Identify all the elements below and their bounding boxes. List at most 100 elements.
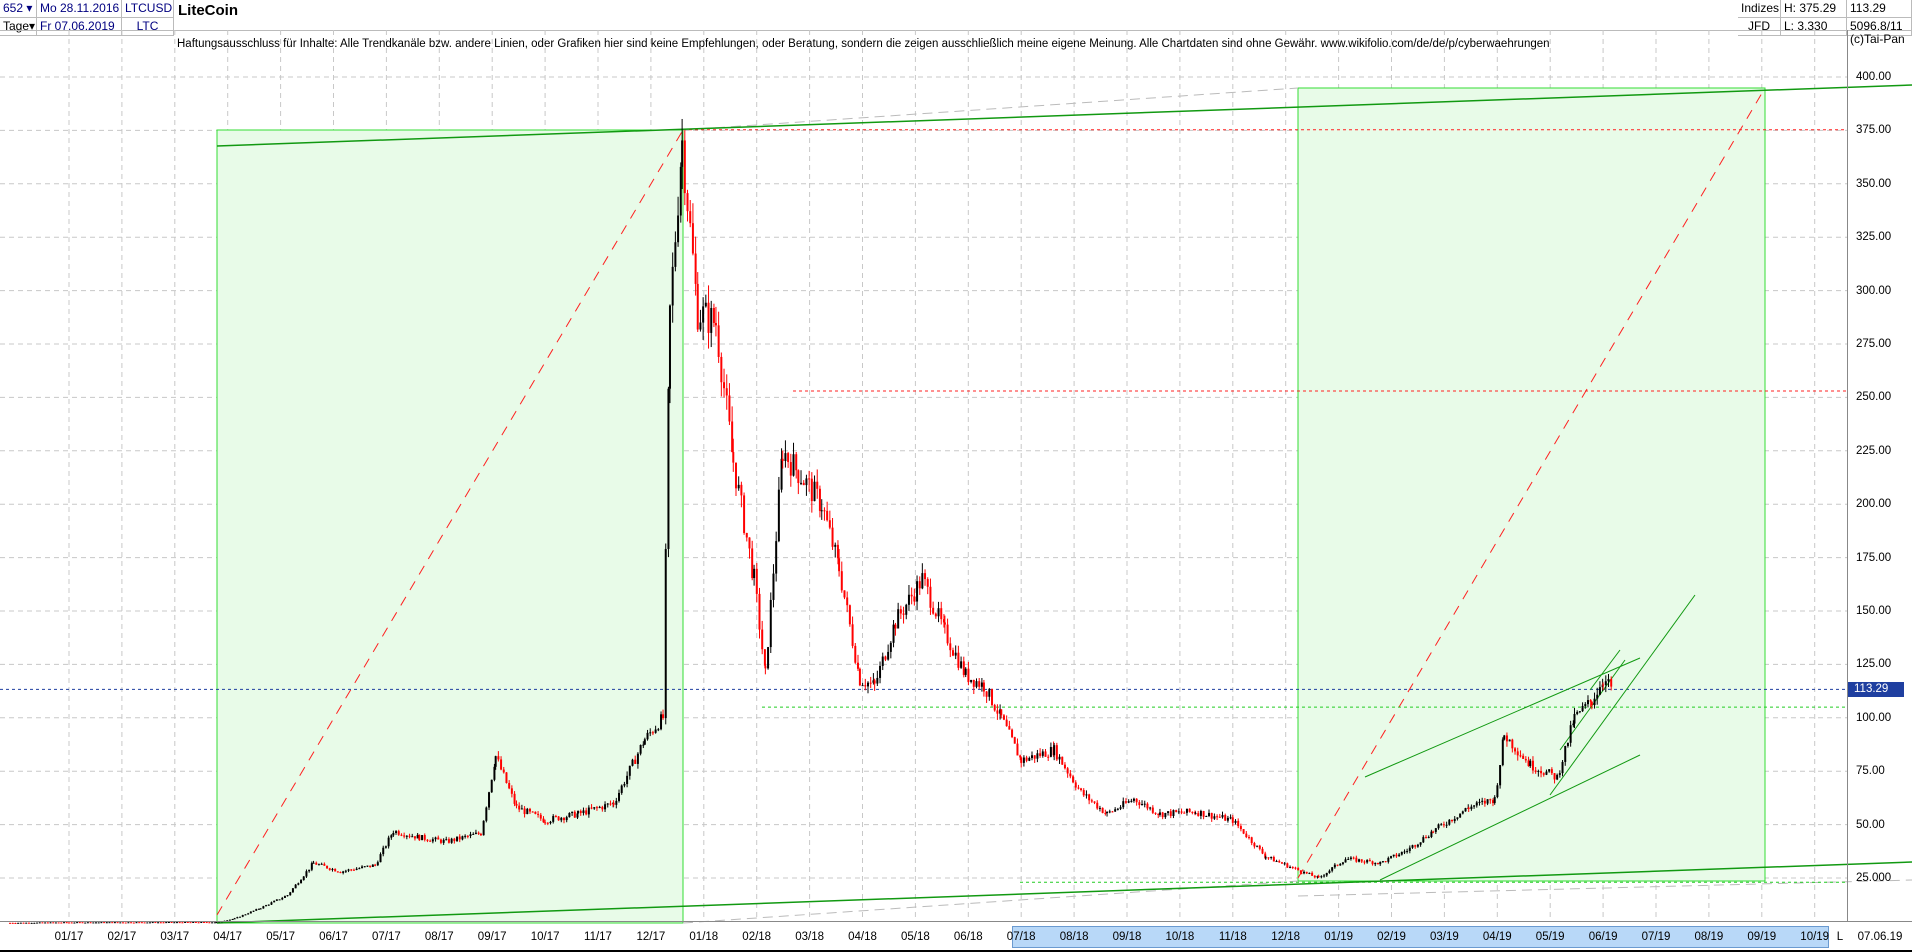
candle-body: [732, 452, 735, 463]
candle-body: [552, 816, 555, 822]
candle-body: [1511, 739, 1514, 749]
candle-body: [593, 807, 596, 809]
candle-body: [1077, 787, 1080, 789]
candle-body: [1586, 700, 1589, 705]
candle-body: [73, 922, 76, 924]
candle-body: [1308, 872, 1311, 874]
candle-body: [662, 714, 665, 719]
period-select[interactable]: Tage▾: [0, 18, 37, 36]
candle-body: [674, 242, 677, 267]
time-tick-label: 05/18: [901, 931, 930, 943]
candle-body: [1114, 809, 1117, 812]
candle-body: [54, 922, 57, 924]
candle-body: [1478, 801, 1481, 803]
candle-body: [281, 897, 284, 900]
candle-body: [1336, 864, 1339, 866]
candle-body: [1275, 861, 1278, 863]
candle-body: [165, 922, 168, 924]
candle-body: [916, 581, 919, 602]
candle-body: [1224, 815, 1227, 821]
trend-line-upper: [216, 84, 1912, 147]
candle-body: [1185, 808, 1188, 813]
candle-body: [549, 821, 552, 824]
candle-body: [972, 679, 975, 687]
candle-body: [1317, 876, 1320, 878]
candle-body: [323, 863, 326, 866]
candle-body: [970, 679, 973, 682]
price-tick-label: 275.00: [1856, 338, 1892, 350]
candle-body: [1578, 711, 1581, 713]
channel-line: [1589, 649, 1621, 691]
candle-body: [505, 772, 508, 784]
candle-body: [649, 732, 652, 734]
candle-body: [1280, 862, 1283, 864]
candle-body: [437, 837, 440, 840]
candle-body: [1267, 857, 1270, 859]
symbol-short: LTC: [122, 18, 174, 36]
time-tick-label: 04/17: [213, 931, 243, 943]
candle-body: [1154, 812, 1157, 814]
candle-body: [579, 810, 582, 814]
channel-line: [1379, 754, 1641, 881]
price-tick-label: 250.00: [1856, 391, 1892, 404]
candle-body: [1316, 876, 1319, 878]
candle-body: [980, 682, 983, 687]
candle-body: [646, 732, 649, 740]
candle-body: [326, 865, 329, 869]
price-tick-label: 50.00: [1856, 818, 1885, 831]
candle-body: [921, 573, 924, 589]
candle-body: [1041, 751, 1044, 756]
candle-body: [563, 817, 565, 821]
candle-body: [469, 834, 472, 837]
bars-select[interactable]: 652 ▾: [0, 0, 37, 18]
time-tick-label: 10/19: [1800, 931, 1830, 943]
candle-body: [595, 807, 598, 809]
candle-body: [836, 544, 839, 559]
time-tick-label: 02/17: [107, 931, 137, 943]
candle-body: [1074, 782, 1077, 788]
candle-body: [342, 871, 345, 873]
price-tick-label: 225.00: [1856, 444, 1892, 457]
time-range-selection[interactable]: [1012, 926, 1829, 948]
candle-body: [283, 896, 286, 898]
candle-body: [1069, 773, 1072, 777]
candle-body: [1598, 687, 1601, 695]
candle-body: [46, 922, 49, 924]
candle-body: [1272, 856, 1275, 862]
candle-body: [1408, 847, 1411, 851]
candle-body: [113, 922, 116, 924]
candle-body: [510, 788, 513, 794]
candle-body: [664, 548, 667, 719]
candle-body: [317, 864, 320, 866]
candle-body: [1448, 819, 1451, 825]
candle-body: [686, 193, 689, 212]
candle-body: [577, 810, 580, 814]
candle-body: [9, 922, 12, 924]
candle-body: [731, 421, 734, 453]
time-tick-label: 03/18: [795, 931, 824, 943]
candle-body: [1333, 864, 1336, 868]
candle-body: [1028, 758, 1031, 761]
bars-value: 652: [3, 1, 24, 15]
candle-body: [792, 454, 795, 476]
time-axis[interactable]: L 07.06.19 01/17 02/17 03/17 04/17 05/17 06/1…: [0, 921, 1912, 952]
candle-body: [1264, 853, 1267, 858]
candle-body: [725, 388, 728, 396]
candle-body: [315, 862, 318, 865]
candle-body: [1101, 807, 1104, 813]
candle-body: [1202, 810, 1205, 817]
price-axis[interactable]: 25.000 50.00 75.00 100.00 125.00 150.00 175.00…: [1847, 30, 1912, 921]
candle-body: [761, 629, 764, 650]
candle-body: [1403, 851, 1406, 853]
candle-body: [897, 609, 900, 629]
date-to[interactable]: Fr 07.06.2019: [37, 18, 122, 36]
date-from[interactable]: Mo 28.11.2016: [37, 0, 122, 18]
candle-body: [41, 922, 44, 924]
candle-body: [728, 395, 731, 422]
candle-body: [1180, 811, 1183, 813]
candle-body: [843, 590, 846, 598]
candle-body: [11, 922, 14, 924]
candle-body: [361, 866, 364, 869]
low-value: L: 3.330: [1781, 18, 1847, 36]
